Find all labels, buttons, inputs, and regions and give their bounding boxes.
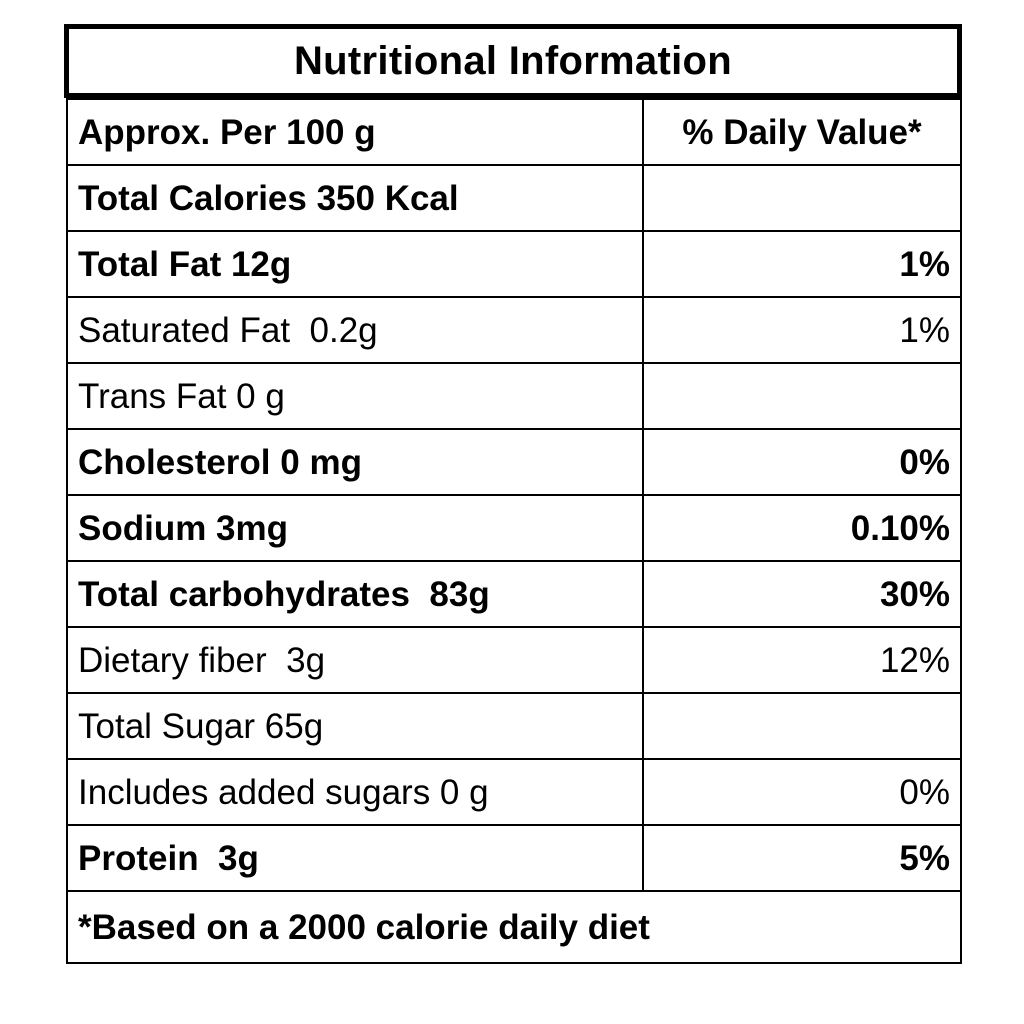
nutrient-label: Trans Fat 0 g <box>66 362 644 430</box>
table-row: Total carbohydrates 83g 30% <box>66 560 962 628</box>
daily-value-header: % Daily Value* <box>642 98 962 166</box>
nutrient-label: Cholesterol 0 mg <box>66 428 644 496</box>
daily-value <box>642 692 962 760</box>
daily-value: 0.10% <box>642 494 962 562</box>
table-row: Total Calories 350 Kcal <box>66 164 962 232</box>
nutrient-label: Sodium 3mg <box>66 494 644 562</box>
daily-value <box>642 164 962 232</box>
nutrient-label: Includes added sugars 0 g <box>66 758 644 826</box>
daily-value: 30% <box>642 560 962 628</box>
daily-value: 1% <box>642 296 962 364</box>
table-row: Sodium 3mg 0.10% <box>66 494 962 562</box>
table-row: Total Sugar 65g <box>66 692 962 760</box>
daily-value: 1% <box>642 230 962 298</box>
table-row: Saturated Fat 0.2g 1% <box>66 296 962 364</box>
label-title: Nutritional Information <box>64 24 962 98</box>
daily-value: 12% <box>642 626 962 694</box>
footnote-row: *Based on a 2000 calorie daily diet <box>66 890 962 964</box>
nutrition-table: Approx. Per 100 g % Daily Value* Total C… <box>66 98 962 964</box>
serving-size-header: Approx. Per 100 g <box>66 98 644 166</box>
nutrient-label: Total Sugar 65g <box>66 692 644 760</box>
nutrient-label: Dietary fiber 3g <box>66 626 644 694</box>
nutrient-label: Total Fat 12g <box>66 230 644 298</box>
daily-value: 0% <box>642 758 962 826</box>
header-row: Approx. Per 100 g % Daily Value* <box>66 98 962 166</box>
table-row: Dietary fiber 3g 12% <box>66 626 962 694</box>
table-row: Trans Fat 0 g <box>66 362 962 430</box>
table-row: Includes added sugars 0 g 0% <box>66 758 962 826</box>
daily-value: 5% <box>642 824 962 892</box>
daily-value <box>642 362 962 430</box>
nutrient-label: Total carbohydrates 83g <box>66 560 644 628</box>
nutrient-label: Protein 3g <box>66 824 644 892</box>
nutrient-label: Saturated Fat 0.2g <box>66 296 644 364</box>
table-row: Cholesterol 0 mg 0% <box>66 428 962 496</box>
daily-value: 0% <box>642 428 962 496</box>
table-row: Protein 3g 5% <box>66 824 962 892</box>
footnote: *Based on a 2000 calorie daily diet <box>66 890 962 964</box>
nutrient-label: Total Calories 350 Kcal <box>66 164 644 232</box>
table-row: Total Fat 12g 1% <box>66 230 962 298</box>
nutrition-label: Nutritional Information Approx. Per 100 … <box>64 24 962 1002</box>
